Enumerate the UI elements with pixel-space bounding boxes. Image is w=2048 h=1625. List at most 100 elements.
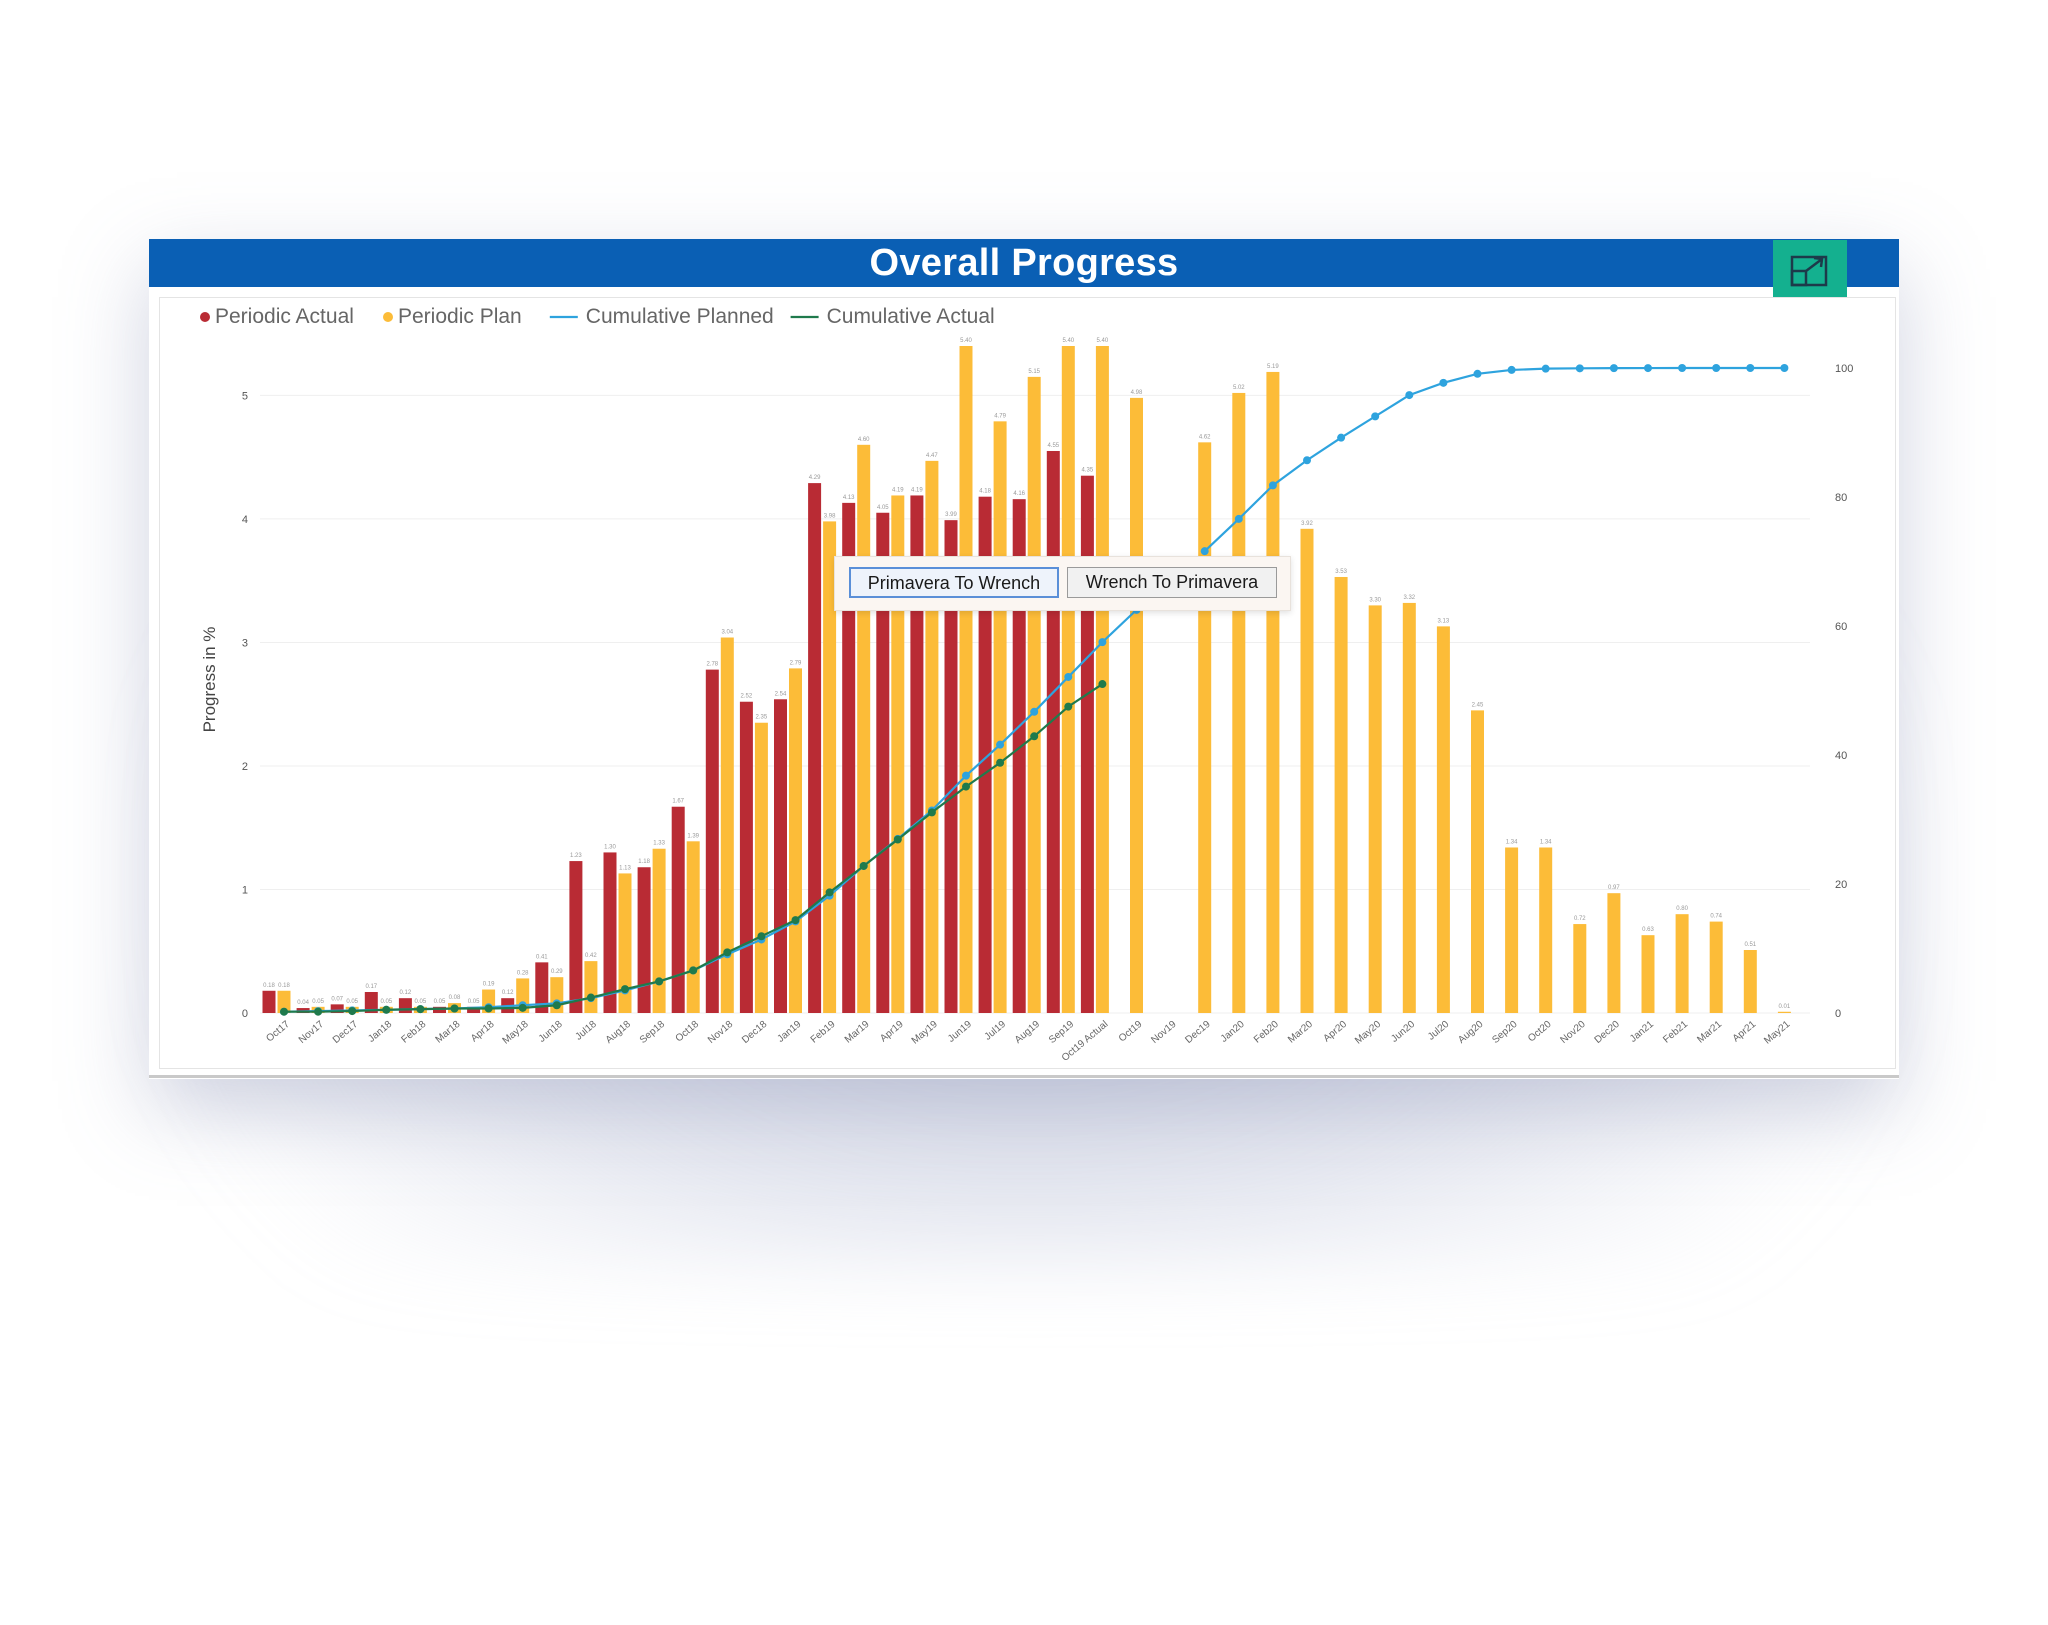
point-cumulative-planned bbox=[1064, 672, 1073, 681]
y-tick-label: 4 bbox=[242, 514, 248, 526]
x-tick-label: Mar21 bbox=[1695, 1019, 1724, 1046]
bar-data-label: 5.15 bbox=[1028, 369, 1040, 375]
primavera-to-wrench-button[interactable]: Primavera To Wrench bbox=[849, 567, 1059, 598]
bar-data-label: 2.35 bbox=[756, 715, 768, 721]
bar-data-label: 0.05 bbox=[346, 999, 358, 1005]
bar-periodic-actual bbox=[262, 990, 276, 1013]
bar-data-label: 3.32 bbox=[1403, 595, 1415, 601]
bar-periodic-plan bbox=[584, 961, 598, 1013]
point-cumulative-planned bbox=[1609, 364, 1618, 373]
bar-periodic-plan bbox=[925, 460, 939, 1014]
bar-data-label: 0.28 bbox=[517, 970, 529, 976]
x-tick-label: May21 bbox=[1762, 1019, 1792, 1047]
bar-periodic-plan bbox=[1641, 935, 1655, 1013]
bar-data-label: 1.18 bbox=[638, 859, 650, 865]
x-tick-label: Jul18 bbox=[573, 1019, 599, 1043]
x-tick-label: Sep19 bbox=[1047, 1019, 1077, 1046]
bar-data-label: 0.29 bbox=[551, 969, 563, 975]
bar-data-label: 4.16 bbox=[1013, 491, 1025, 497]
y2-tick-label: 20 bbox=[1835, 879, 1847, 891]
wrench-to-primavera-button[interactable]: Wrench To Primavera bbox=[1067, 567, 1277, 598]
bar-periodic-actual bbox=[876, 512, 890, 1013]
y2-tick-label: 0 bbox=[1835, 1008, 1841, 1020]
point-cumulative-actual bbox=[314, 1007, 323, 1016]
bar-data-label: 0.18 bbox=[263, 983, 275, 989]
bar-data-label: 3.98 bbox=[824, 513, 836, 519]
point-cumulative-planned bbox=[1303, 456, 1311, 465]
point-cumulative-planned bbox=[1030, 707, 1039, 716]
point-cumulative-actual bbox=[518, 1003, 527, 1012]
bar-data-label: 4.60 bbox=[858, 437, 870, 443]
point-cumulative-actual bbox=[859, 861, 868, 870]
x-tick-label: Oct18 bbox=[674, 1019, 702, 1045]
point-cumulative-planned bbox=[1678, 364, 1687, 372]
bar-periodic-actual bbox=[467, 1006, 481, 1013]
bar-data-label: 4.79 bbox=[994, 413, 1006, 419]
point-cumulative-planned bbox=[996, 740, 1005, 749]
point-cumulative-planned bbox=[1268, 481, 1277, 490]
x-tick-label: Dec20 bbox=[1593, 1019, 1623, 1046]
bar-data-label: 0.41 bbox=[536, 954, 548, 960]
bar-periodic-actual bbox=[774, 699, 787, 1013]
bar-data-label: 0.19 bbox=[483, 982, 495, 988]
point-cumulative-actual bbox=[655, 977, 664, 986]
panel-title: Overall Progress bbox=[869, 242, 1179, 284]
overall-progress-panel: Overall Progress 0 1 2 3 4 5 0 20 40 60 80 100 Progr… bbox=[149, 239, 1899, 1079]
bar-data-label: 1.30 bbox=[604, 844, 616, 850]
bar-periodic-plan bbox=[1402, 602, 1416, 1013]
x-tick-label: Jun19 bbox=[946, 1019, 974, 1045]
bar-data-label: 5.40 bbox=[1062, 338, 1074, 344]
x-tick-label: Jan21 bbox=[1628, 1019, 1656, 1045]
point-cumulative-actual bbox=[996, 758, 1005, 767]
x-tick-label: Jul19 bbox=[983, 1019, 1009, 1043]
bar-periodic-plan bbox=[1095, 346, 1109, 1013]
point-cumulative-planned bbox=[1098, 638, 1107, 647]
bar-data-label: 1.67 bbox=[672, 799, 684, 805]
bar-periodic-actual bbox=[808, 483, 822, 1013]
bar-periodic-actual bbox=[978, 496, 992, 1013]
point-cumulative-planned bbox=[1234, 514, 1243, 523]
bar-periodic-plan bbox=[959, 346, 973, 1013]
point-cumulative-actual bbox=[280, 1007, 288, 1016]
y-tick-label: 3 bbox=[242, 637, 248, 649]
bar-data-label: 0.05 bbox=[468, 999, 480, 1005]
bar-periodic-plan bbox=[1232, 392, 1246, 1014]
bar-data-label: 0.18 bbox=[278, 983, 290, 989]
bar-data-label: 0.07 bbox=[331, 996, 343, 1002]
point-cumulative-actual bbox=[893, 835, 902, 844]
panel-header: Overall Progress bbox=[149, 239, 1899, 287]
x-tick-label: Oct19 bbox=[1117, 1019, 1145, 1045]
x-tick-label: Jan19 bbox=[775, 1019, 803, 1045]
y-tick-label: 1 bbox=[242, 884, 248, 896]
bar-data-label: 0.05 bbox=[380, 999, 392, 1005]
expand-button[interactable] bbox=[1773, 240, 1847, 302]
point-cumulative-actual bbox=[450, 1004, 459, 1013]
x-tick-label: Oct20 bbox=[1526, 1019, 1554, 1045]
bar-periodic-plan bbox=[1709, 921, 1723, 1013]
bar-data-label: 4.47 bbox=[926, 453, 938, 459]
bar-periodic-actual bbox=[637, 867, 651, 1013]
bar-periodic-plan bbox=[1368, 605, 1382, 1013]
bar-data-label: 2.54 bbox=[775, 691, 787, 697]
bar-periodic-actual bbox=[1046, 450, 1060, 1013]
bar-periodic-plan bbox=[1436, 626, 1450, 1013]
y-axis-title: Progress in % bbox=[200, 627, 219, 733]
x-tick-label: Aug19 bbox=[1013, 1019, 1043, 1046]
bar-periodic-actual bbox=[910, 495, 924, 1013]
bar-data-label: 0.08 bbox=[449, 995, 461, 1001]
bar-periodic-plan bbox=[1266, 371, 1280, 1013]
point-cumulative-actual bbox=[723, 948, 732, 957]
bar-periodic-plan bbox=[686, 841, 700, 1013]
bar-data-label: 4.35 bbox=[1082, 468, 1094, 474]
bar-data-label: 2.78 bbox=[706, 662, 718, 668]
bar-data-label: 3.30 bbox=[1369, 597, 1381, 603]
bar-periodic-plan bbox=[618, 873, 632, 1013]
point-cumulative-planned bbox=[1575, 364, 1584, 373]
x-tick-label: May20 bbox=[1353, 1019, 1383, 1047]
legend-label-cumulative-actual: Cumulative Actual bbox=[827, 305, 995, 328]
bar-data-label: 5.40 bbox=[960, 338, 972, 344]
y-tick-label: 5 bbox=[242, 390, 248, 402]
bar-data-label: 5.02 bbox=[1233, 385, 1245, 391]
bar-periodic-plan bbox=[1130, 397, 1143, 1013]
point-cumulative-actual bbox=[791, 916, 800, 925]
